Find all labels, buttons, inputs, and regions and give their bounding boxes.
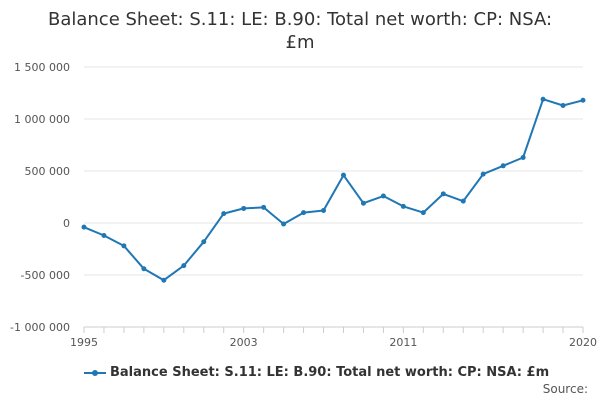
data-point	[500, 163, 506, 169]
data-point	[161, 277, 167, 283]
y-tick-label: 1 500 000	[14, 61, 70, 74]
y-tick-label: 0	[63, 217, 70, 230]
data-point	[241, 205, 247, 211]
data-point	[380, 193, 386, 199]
data-point	[101, 232, 107, 238]
y-tick-label: 1 000 000	[14, 113, 70, 126]
y-tick-label: 500 000	[25, 165, 71, 178]
legend[interactable]: Balance Sheet: S.11: LE: B.90: Total net…	[84, 365, 549, 380]
grid	[84, 66, 583, 328]
data-point	[281, 221, 287, 227]
data-point	[460, 198, 466, 204]
data-point	[420, 210, 426, 216]
y-tick-label: -1 000 000	[10, 321, 70, 334]
x-tick-label: 2011	[389, 336, 417, 349]
legend-swatch	[84, 367, 106, 379]
data-point	[360, 200, 366, 206]
x-tick-label: 2020	[569, 336, 597, 349]
source-label: Source:	[542, 382, 588, 396]
data-point	[301, 210, 307, 216]
data-point	[121, 243, 127, 249]
data-point	[480, 171, 486, 177]
data-point	[400, 203, 406, 209]
data-point	[81, 224, 87, 230]
data-point	[580, 97, 586, 103]
series-line	[83, 98, 584, 282]
series-group	[81, 96, 586, 283]
data-point	[440, 191, 446, 197]
chart-title: Balance Sheet: S.11: LE: B.90: Total net…	[47, 9, 553, 53]
data-point	[201, 239, 207, 245]
data-point	[340, 172, 346, 178]
data-point	[181, 263, 187, 269]
y-tick-label: -500 000	[21, 269, 70, 282]
data-point	[560, 102, 566, 108]
axes: -1 000 000 -500 000 0 500 000 1 000 000 1 500…	[10, 61, 597, 349]
data-point	[540, 96, 546, 102]
x-tick-label: 2003	[230, 336, 258, 349]
data-point	[321, 208, 327, 214]
x-tick-label: 1995	[70, 336, 98, 349]
legend-label: Balance Sheet: S.11: LE: B.90: Total net…	[110, 365, 550, 380]
data-point	[261, 204, 267, 210]
data-point	[221, 211, 227, 217]
data-point	[141, 266, 147, 272]
data-point	[520, 154, 526, 160]
